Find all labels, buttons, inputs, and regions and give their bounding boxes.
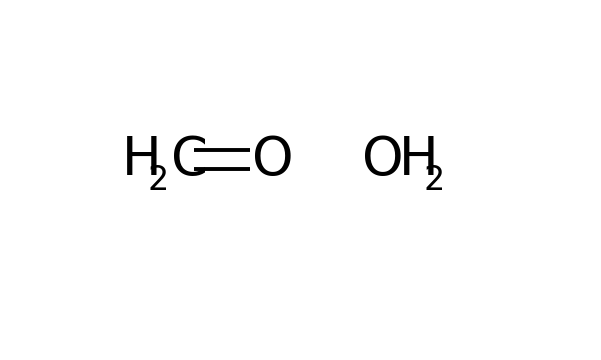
Text: C: C [171, 134, 207, 186]
Text: 2: 2 [147, 164, 169, 197]
Text: O: O [252, 134, 294, 186]
Text: H: H [399, 134, 439, 186]
Text: 2: 2 [423, 164, 444, 197]
Text: O: O [362, 134, 403, 186]
Text: H: H [121, 134, 161, 186]
